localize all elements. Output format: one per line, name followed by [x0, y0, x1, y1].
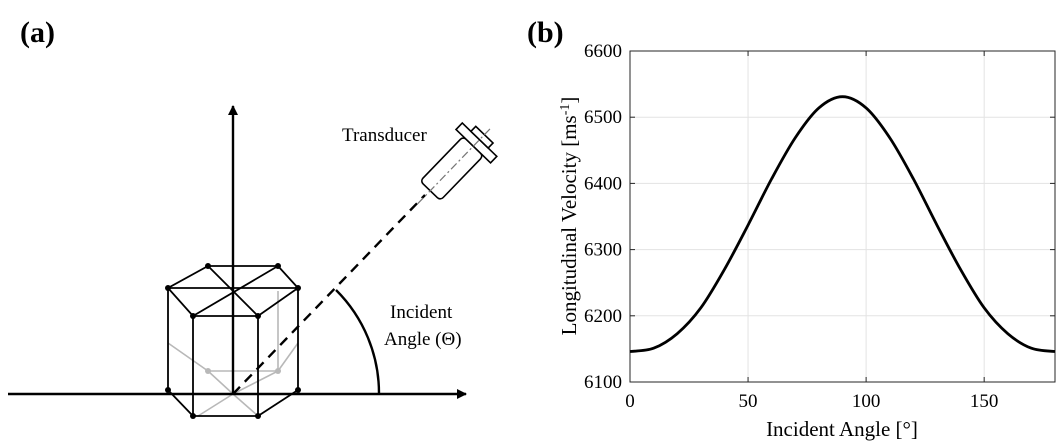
angle-label-line2: Angle (Θ) — [384, 329, 462, 350]
panel-a-label: (a) — [20, 16, 55, 49]
panel-b: (b) 0 50 100 150 6100 6200 6300 6400 6500 6600 In… — [527, 16, 1056, 441]
hexagon-back-vertices — [205, 368, 281, 374]
plot-area-frame — [629, 50, 1056, 383]
transducer-label: Transducer — [342, 125, 427, 146]
transducer-icon — [417, 121, 498, 205]
y-tick-label: 6300 — [584, 240, 622, 261]
angle-label-line1: Incident — [390, 302, 453, 323]
y-tick-label: 6500 — [584, 107, 622, 128]
x-tick-label: 0 — [625, 391, 635, 412]
hexagon-back-edges — [167, 291, 299, 417]
velocity-curve — [629, 95, 1056, 353]
y-tick-label: 6400 — [584, 173, 622, 194]
y-tick-label: 6600 — [584, 41, 622, 62]
x-tick-label: 50 — [739, 391, 758, 412]
incident-beam-line — [232, 194, 426, 395]
chart-grid — [629, 50, 1055, 383]
chart-ticks — [629, 50, 1055, 383]
y-tick-label: 6200 — [584, 306, 622, 327]
x-tick-label: 100 — [852, 391, 881, 412]
x-axis-label: Incident Angle [°] — [766, 417, 918, 441]
y-tick-label: 6100 — [584, 372, 622, 393]
x-tick-label: 150 — [970, 391, 999, 412]
panel-b-label: (b) — [527, 16, 564, 49]
y-axis-label: Longitudinal Velocity [ms-1] — [557, 97, 581, 336]
chart-series — [629, 95, 1056, 353]
hexagon-vertices — [165, 263, 301, 419]
incident-angle-arc — [335, 289, 381, 395]
panel-a: (a) — [8, 16, 498, 419]
chart-tick-labels: 0 50 100 150 6100 6200 6300 6400 6500 6600 — [584, 41, 998, 412]
